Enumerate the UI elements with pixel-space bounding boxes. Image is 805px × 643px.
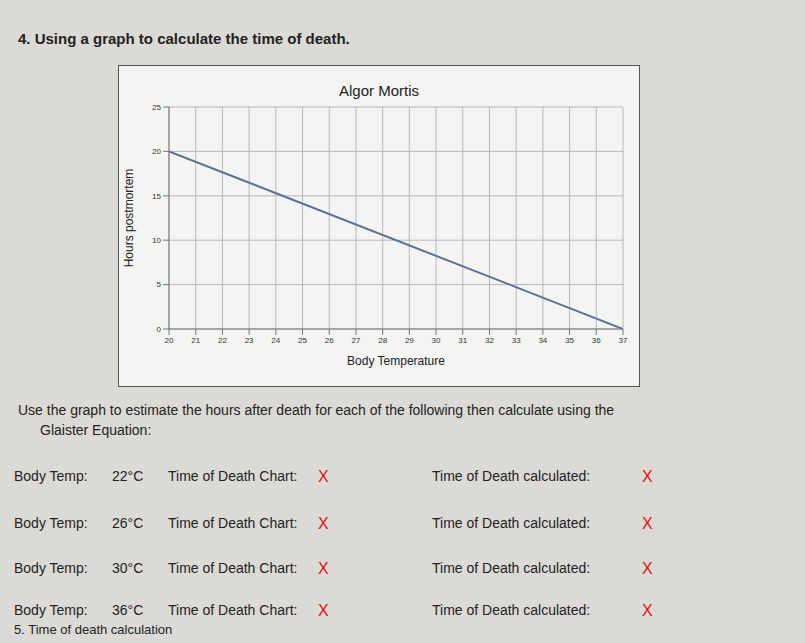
html-text:36°C: 36°C [112,602,144,618]
svg-text:5: 5 [157,280,162,289]
html-text:Body Temp:: Body Temp: [14,560,88,576]
svg-text:33: 33 [512,336,521,345]
svg-text:Hours postmortem: Hours postmortem [122,169,136,268]
html-text:Body Temp:: Body Temp: [14,468,88,484]
html-text:Time of Death calculated:: Time of Death calculated: [432,602,591,618]
html-text:Body Temp:: Body Temp: [14,515,88,531]
svg-text:24: 24 [271,336,280,345]
html-text:Time of Death Chart:: Time of Death Chart: [168,468,298,484]
svg-text:26: 26 [325,336,334,345]
html-text:X: X [642,515,653,532]
html-text:4. Using a graph to calculate: 4. Using a graph to calculate the time o… [18,30,350,47]
html-text:Time of Death Chart:: Time of Death Chart: [168,602,298,618]
svg-text:30: 30 [432,336,441,345]
svg-text:29: 29 [405,336,414,345]
html-text:30°C: 30°C [112,560,144,576]
html-text:X: X [318,468,329,485]
html-text:26°C: 26°C [112,515,144,531]
svg-text:Body Temperature: Body Temperature [347,354,445,368]
html-text:X: X [318,515,329,532]
svg-text:20: 20 [165,336,174,345]
html-text:Time of Death calculated:: Time of Death calculated: [432,560,591,576]
html-text:Time of Death Chart:: Time of Death Chart: [168,515,298,531]
html-text:Time of Death calculated:: Time of Death calculated: [432,515,591,531]
html-text:Algor Mortis: Algor Mortis [339,82,419,99]
svg-text:21: 21 [191,336,200,345]
svg-text:32: 32 [485,336,494,345]
html-text:Time of Death Chart:: Time of Death Chart: [168,560,298,576]
svg-text:10: 10 [152,236,161,245]
svg-text:25: 25 [298,336,307,345]
html-text:X: X [642,602,653,619]
svg-text:36: 36 [592,336,601,345]
svg-text:23: 23 [245,336,254,345]
svg-text:34: 34 [538,336,547,345]
svg-text:27: 27 [351,336,360,345]
html-text:Time of Death calculated:: Time of Death calculated: [432,468,591,484]
svg-text:22: 22 [218,336,227,345]
html-text:X: X [642,560,653,577]
svg-text:0: 0 [157,325,162,334]
svg-text:31: 31 [458,336,467,345]
html-text:Body Temp:: Body Temp: [14,602,88,618]
svg-text:25: 25 [152,103,161,112]
html-text:22°C: 22°C [112,468,144,484]
html-text:5. Time of death calculation: 5. Time of death calculation [14,622,173,637]
html-text:X: X [642,468,653,485]
svg-text:28: 28 [378,336,387,345]
svg-text:37: 37 [619,336,628,345]
svg-text:15: 15 [152,192,161,201]
svg-text:20: 20 [152,147,161,156]
html-text:Use the graph to estimate the: Use the graph to estimate the hours afte… [18,402,615,418]
svg-text:35: 35 [565,336,574,345]
html-text:Glaister Equation:: Glaister Equation: [40,422,152,438]
html-text:X: X [318,560,329,577]
html-text:X: X [318,602,329,619]
